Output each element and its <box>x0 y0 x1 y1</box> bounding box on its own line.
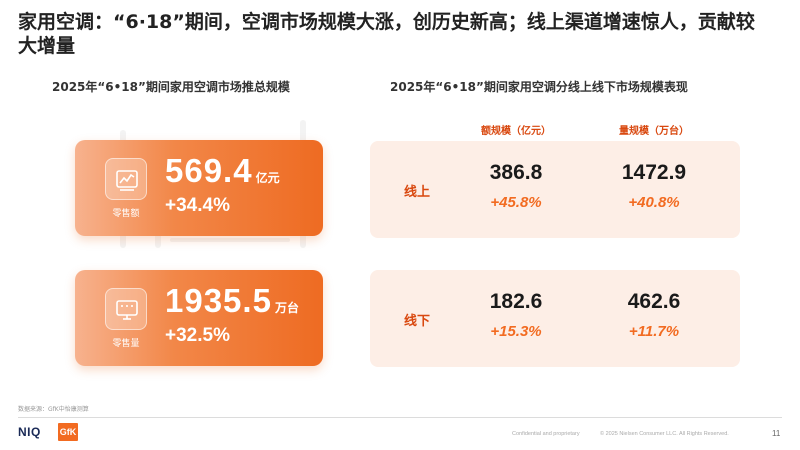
card-caption: 零售量 <box>112 339 140 349</box>
data-source-note: 数据来源：GfK中怡康测算 <box>18 406 89 413</box>
offline-channel-card: 线下 182.6 +15.3% 462.6 +11.7% <box>370 270 740 367</box>
line-chart-icon <box>105 158 147 200</box>
amount-growth: +45.8% <box>490 194 542 211</box>
volume-value: 462.6 <box>627 290 681 313</box>
amount-value: 182.6 <box>489 290 543 313</box>
retail-sales-card: 零售额 569.4 亿元 +34.4% <box>75 140 323 236</box>
decorative-bar <box>170 238 290 242</box>
footer-divider <box>18 417 782 418</box>
retail-volume-card: 零售量 1935.5 万台 +32.5% <box>75 270 323 366</box>
gfk-logo: GfK <box>58 423 78 441</box>
right-panel-subtitle: 2025年“6•18”期间家用空调分线上线下市场规模表现 <box>390 80 688 94</box>
amount-value: 386.8 <box>489 161 543 184</box>
volume-growth: +40.8% <box>628 194 680 211</box>
niq-logo: NIQ <box>18 425 41 439</box>
copyright-note: © 2025 Nielsen Consumer LLC. All Rights … <box>600 431 729 437</box>
growth-rate: +32.5% <box>165 325 230 346</box>
online-channel-card: 线上 386.8 +45.8% 1472.9 +40.8% <box>370 141 740 238</box>
left-panel-subtitle: 2025年“6•18”期间家用空调市场推总规模 <box>52 80 290 94</box>
amount-growth: +15.3% <box>490 323 542 340</box>
total-value: 569.4 亿元 <box>165 152 280 190</box>
presentation-board-icon <box>105 288 147 330</box>
page-number: 11 <box>772 429 781 438</box>
volume-growth: +11.7% <box>628 323 680 340</box>
value-number: 569.4 <box>165 152 253 189</box>
column-header-amount: 额规模（亿元） <box>481 126 551 137</box>
total-value: 1935.5 万台 <box>165 282 299 320</box>
value-number: 1935.5 <box>165 282 272 319</box>
page-title: 家用空调：“6·18”期间，空调市场规模大涨，创历史新高；线上渠道增速惊人，贡献… <box>18 11 755 57</box>
channel-label: 线下 <box>404 314 431 329</box>
channel-label: 线上 <box>404 185 431 200</box>
growth-rate: +34.4% <box>165 195 230 216</box>
volume-value: 1472.9 <box>621 161 687 184</box>
value-unit: 亿元 <box>255 171 280 185</box>
confidential-note: Confidential and proprietary <box>512 431 580 437</box>
column-header-volume: 量规模（万台） <box>619 126 689 137</box>
value-unit: 万台 <box>274 301 299 315</box>
card-caption: 零售额 <box>112 209 140 219</box>
